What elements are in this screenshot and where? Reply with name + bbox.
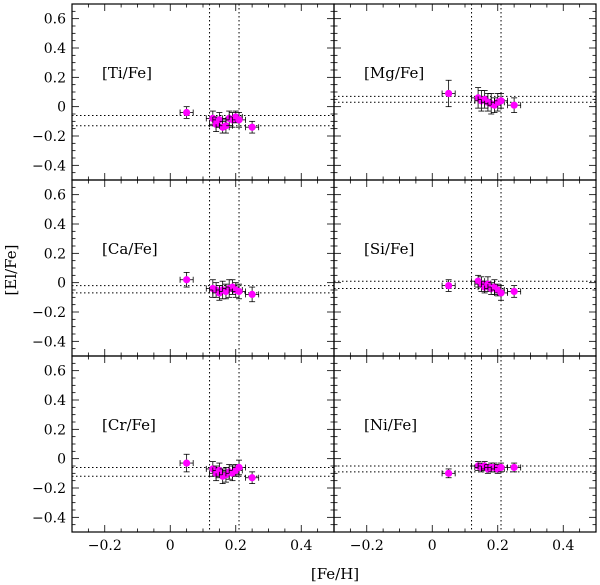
data-marker [248, 123, 256, 131]
panel-tife: [Ti/Fe] −0.4 −0.2 0 0.2 0.4 0.6 [32, 3, 335, 181]
y-tick-label: 0.2 [44, 422, 66, 438]
panel-label: [Ni/Fe] [364, 416, 417, 434]
data-marker [510, 101, 518, 109]
data-marker [445, 469, 453, 477]
panel-frame [333, 3, 597, 181]
data-marker [235, 463, 243, 472]
panel-sife: [Si/Fe] [333, 179, 597, 357]
y-axis-title: [El/Fe] [2, 245, 20, 296]
data-point [179, 271, 194, 288]
panel-frame [333, 179, 597, 357]
y-tick-label: 0.6 [44, 188, 66, 204]
data-point [507, 462, 522, 473]
x-tick-label: −0.2 [88, 538, 122, 554]
panel-frame [71, 3, 335, 181]
y-tick-label: 0 [57, 452, 66, 468]
y-tick-label: 0 [57, 100, 66, 116]
data-marker [183, 276, 191, 284]
y-tick-label: 0.6 [44, 12, 66, 28]
data-marker [248, 474, 256, 482]
panel-label: [Mg/Fe] [364, 64, 424, 82]
data-marker [183, 459, 191, 467]
y-tick-label: 0.4 [44, 217, 66, 233]
data-point [507, 97, 522, 113]
panel-label: [Si/Fe] [364, 240, 414, 258]
data-point [441, 468, 456, 479]
y-tick-label: 0.2 [44, 70, 66, 86]
panel-label: [Ti/Fe] [102, 64, 152, 82]
panel-cafe: [Ca/Fe] −0.4 −0.2 0 0.2 0.4 0.6 [32, 179, 335, 357]
data-marker [445, 89, 453, 98]
x-tick-label: 0 [428, 538, 437, 554]
data-point [245, 120, 260, 134]
y-tick-label: −0.4 [32, 158, 66, 174]
y-tick-label: 0.2 [44, 246, 66, 262]
data-marker [497, 97, 505, 105]
data-point [494, 285, 508, 301]
data-marker [248, 290, 256, 298]
y-tick-label: −0.2 [32, 129, 66, 145]
data-marker [510, 463, 518, 472]
data-point [441, 79, 456, 108]
data-marker [215, 116, 223, 124]
panel-label: [Cr/Fe] [102, 416, 156, 434]
data-marker [497, 463, 505, 472]
y-tick-label: 0.6 [44, 364, 66, 380]
data-point [507, 285, 522, 298]
panel-nife: [Ni/Fe] −0.2 0 0.2 0.4 [333, 355, 597, 554]
y-tick-label: −0.2 [32, 481, 66, 497]
data-point [441, 279, 456, 292]
x-tick-label: 0.4 [552, 538, 574, 554]
x-tick-label: 0.2 [225, 538, 247, 554]
x-tick-label: −0.2 [350, 538, 384, 554]
panel-label: [Ca/Fe] [102, 240, 158, 258]
panel-mgfe: [Mg/Fe] [333, 3, 597, 181]
x-tick-label: 0.4 [290, 538, 312, 554]
data-marker [497, 289, 505, 297]
x-axis-title: [Fe/H] [311, 565, 359, 583]
y-tick-label: −0.4 [32, 510, 66, 526]
y-tick-label: −0.2 [32, 305, 66, 321]
x-tick-label: 0.2 [487, 538, 509, 554]
panel-frame [71, 179, 335, 357]
y-tick-label: 0.4 [44, 41, 66, 57]
x-tick-label: 0 [166, 538, 175, 554]
data-point [494, 93, 508, 109]
data-marker [222, 122, 230, 130]
data-point [245, 471, 260, 485]
data-point [232, 112, 246, 128]
data-marker [445, 282, 453, 290]
data-point [232, 459, 246, 476]
panel-frame [333, 355, 597, 533]
data-point [245, 286, 260, 303]
data-point [179, 453, 194, 473]
data-marker [235, 287, 243, 296]
panel-grid: [Ti/Fe] −0.4 −0.2 0 0.2 0.4 0.6 [Mg/Fe] [Ca/Fe] −… [32, 3, 597, 554]
panel-frame [71, 355, 335, 533]
y-tick-label: −0.4 [32, 334, 66, 350]
data-point [232, 283, 246, 300]
y-tick-label: 0.4 [44, 393, 66, 409]
data-marker [183, 108, 191, 117]
data-marker [510, 287, 518, 296]
panel-crfe: [Cr/Fe] −0.4 −0.2 0 0.2 0.4 0.6 −0.2 0 0.2 0.4 [32, 355, 335, 554]
data-marker [235, 116, 243, 124]
y-tick-label: 0 [57, 276, 66, 292]
data-point [179, 106, 194, 119]
